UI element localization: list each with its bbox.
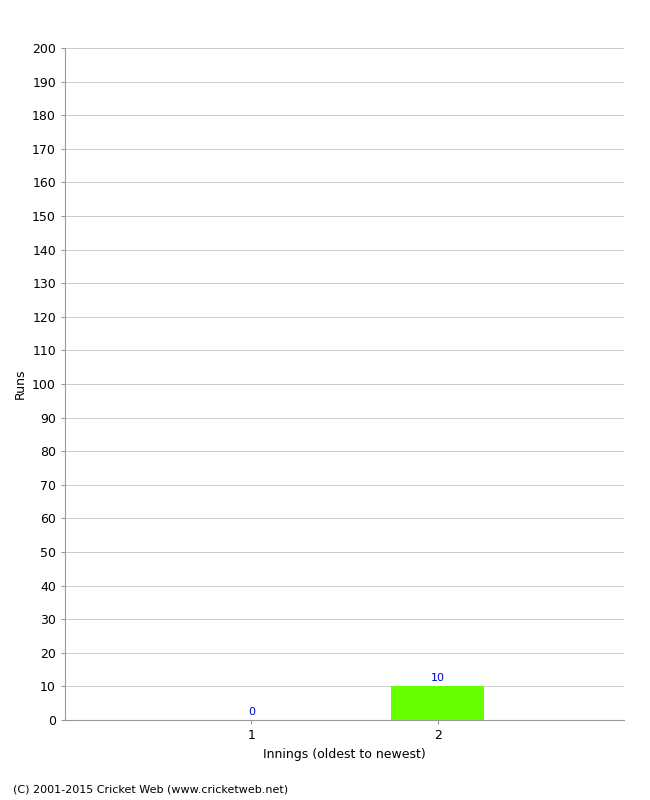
X-axis label: Innings (oldest to newest): Innings (oldest to newest) bbox=[263, 747, 426, 761]
Bar bbox=[391, 686, 484, 720]
Text: 10: 10 bbox=[431, 673, 445, 683]
Text: 0: 0 bbox=[248, 706, 255, 717]
Y-axis label: Runs: Runs bbox=[14, 369, 27, 399]
Text: (C) 2001-2015 Cricket Web (www.cricketweb.net): (C) 2001-2015 Cricket Web (www.cricketwe… bbox=[13, 784, 288, 794]
